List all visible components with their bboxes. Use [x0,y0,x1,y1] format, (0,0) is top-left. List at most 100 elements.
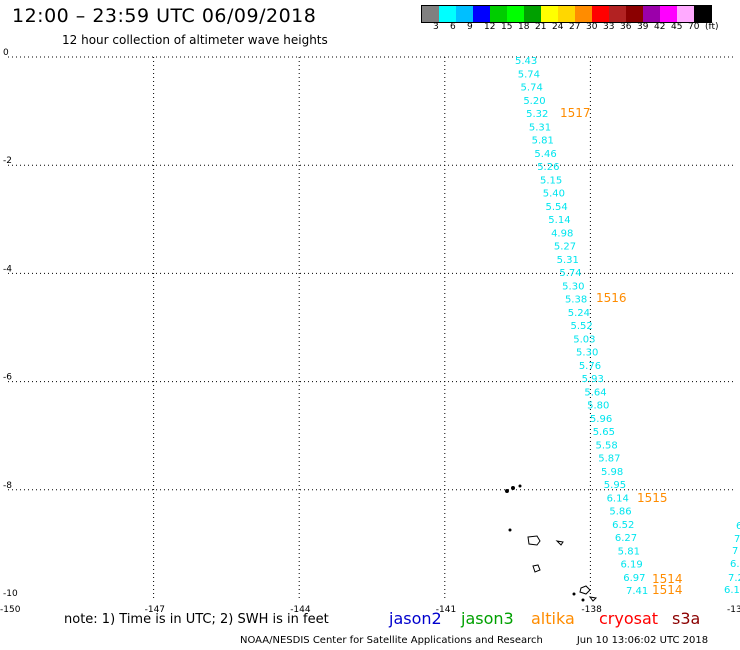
wave-height-value: 5.26 [537,162,559,173]
x-tick-label: -141 [436,605,456,615]
wave-height-value: 5.93 [582,374,604,385]
x-tick-label: -135 [727,605,740,615]
wave-height-value: 5.24 [568,308,590,319]
wave-height-value: 6 [736,521,740,532]
satellite-name: jason3 [461,609,514,628]
y-tick-label: -8 [3,481,12,491]
x-tick-label: -144 [290,605,311,615]
wave-height-value: 5.43 [515,56,537,67]
wave-height-value: 5.52 [571,321,593,332]
wave-height-value: 5.31 [529,122,551,133]
island-outline [555,540,564,546]
satellite-name: jason2 [389,609,442,628]
altimeter-track: 5.43 5.74 5.74 5.20 5.32 5.31 5.81 5.46 5.26 5.15… [515,56,740,597]
wave-height-value: 5.14 [548,215,570,226]
wave-height-value: 7 [732,546,738,557]
legend-swatch [524,6,541,22]
legend-swatch [643,6,660,22]
wave-height-value: 5.31 [557,255,579,266]
y-tick-label: 0 [3,48,9,58]
wave-height-value: 5.87 [598,454,620,465]
wave-height-value: 5.32 [526,109,548,120]
legend-swatch [490,6,507,22]
legend-label: 45 [671,22,683,32]
legend-swatch [592,6,609,22]
pass-time-label: 1515 [637,491,668,505]
legend-swatch [456,6,473,22]
wave-height-value: 5.20 [523,96,545,107]
legend-swatch [541,6,558,22]
island-outline [508,528,512,532]
pass-time-label: 1514 [652,583,683,597]
legend-label: 21 [535,22,547,32]
wave-height-value: 6.97 [623,573,645,584]
wave-height-value: 7.2 [728,573,740,584]
wave-height-value: 5.40 [543,189,565,200]
island-outline [527,535,541,546]
wave-height-value: 5.76 [579,361,601,372]
color-scale-labels: 3 6 9 12 15 18 21 24 27 30 33 36 39 42 45 70 (ft) [421,22,740,34]
wave-height-value: 5.58 [595,440,617,451]
legend-label: 30 [586,22,598,32]
legend-swatch [609,6,626,22]
y-tick-label: -10 [3,589,18,599]
wave-height-value: 5.65 [593,427,615,438]
wave-height-value: 5.98 [601,467,623,478]
island-outline [505,489,509,493]
legend-label: 12 [484,22,496,32]
satellite-name: cryosat [599,609,659,628]
wave-height-value: 5.81 [532,136,554,147]
legend-swatch [422,6,439,22]
island-outlines [505,484,598,602]
island-outline [532,564,541,573]
island-outline [579,585,591,595]
credit-timestamp: Jun 10 13:06:02 UTC 2018 [576,635,709,646]
credit-line: NOAA/NESDIS Center for Satellite Applica… [240,635,708,646]
wave-height-value: 5.80 [587,401,609,412]
satellite-name: s3a [672,609,701,628]
legend-label: 6 [450,22,456,32]
legend-swatch [558,6,575,22]
legend-label: 27 [569,22,581,32]
wave-height-value: 5.46 [534,149,556,160]
island-outline [581,598,585,602]
wave-height-value: 5.30 [576,348,598,359]
wave-height-value: 4.98 [551,228,573,239]
legend-label: 42 [654,22,666,32]
legend-swatch [660,6,677,22]
pass-time-label: 1514 [652,572,683,586]
x-tick-label: -150 [0,605,21,615]
legend-swatch [473,6,490,22]
island-outline [511,486,515,490]
y-tick-label: -2 [3,156,12,166]
legend-label: 15 [501,22,513,32]
wave-height-value: 5.74 [521,83,543,94]
wave-height-value: 5.96 [590,414,612,425]
legend-label: 39 [637,22,649,32]
legend-label: 36 [620,22,632,32]
island-outline [518,484,522,488]
y-tick-label: -6 [3,373,12,383]
legend-label: 33 [603,22,615,32]
wave-height-value: 6.19 [620,560,642,571]
satellite-name: altika [531,609,575,628]
wave-height-value: 5.81 [618,546,640,557]
legend-label: 3 [433,22,439,32]
wave-height-value: 6.27 [615,533,637,544]
wave-height-value: 7.41 [626,586,648,597]
wave-height-value: 5.74 [559,268,581,279]
legend-label: (ft) [705,22,719,32]
legend-swatch [677,6,694,22]
wave-height-value: 5.74 [518,69,540,80]
wave-height-value: 5.95 [604,480,626,491]
wave-height-value: 5.15 [540,175,562,186]
legend-swatch [626,6,643,22]
legend-swatch [575,6,592,22]
legend-swatch [507,6,524,22]
wave-height-value: 5.38 [565,295,587,306]
wave-height-value: 6.14 [607,493,629,504]
legend-swatch [439,6,456,22]
legend-label: 18 [518,22,530,32]
wave-height-value: 7 [734,534,740,545]
